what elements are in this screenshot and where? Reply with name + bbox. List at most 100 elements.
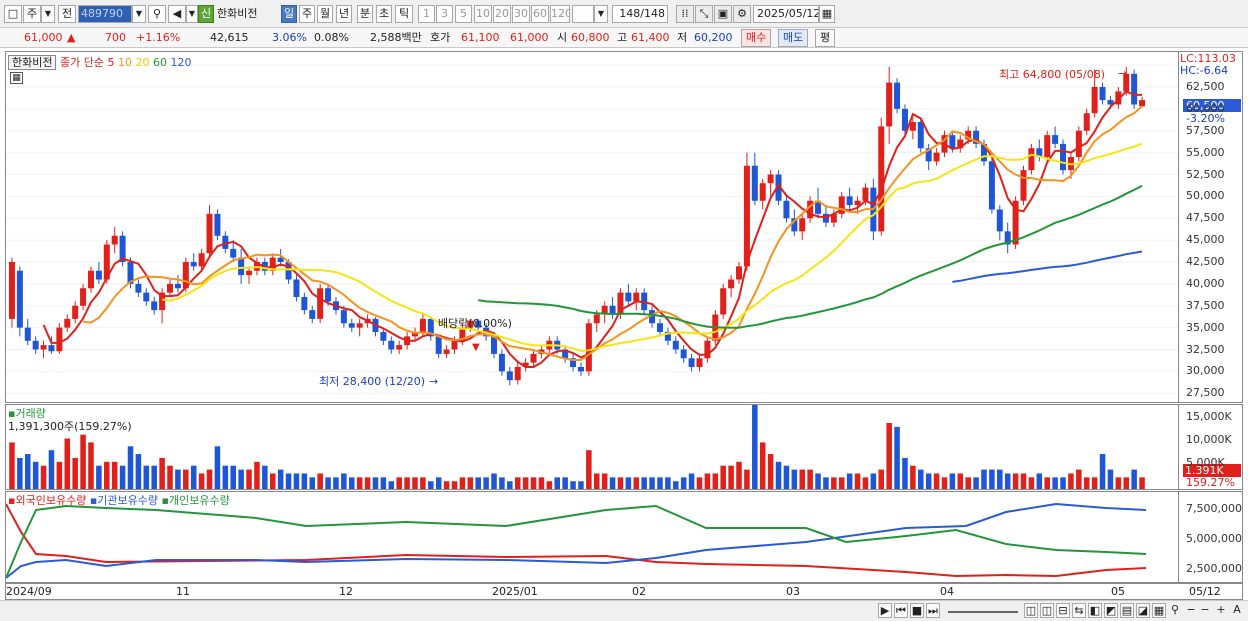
price-chart[interactable]: → → ▼ (6, 52, 1178, 402)
tab-period-minute[interactable]: 분 (357, 5, 373, 23)
volume-chart[interactable] (6, 405, 1178, 489)
scroll-end-icon[interactable]: ⏭ (926, 603, 940, 618)
volume-bar (198, 473, 205, 489)
candle-body (16, 270, 23, 328)
lc-value: LC:113.03 (1180, 52, 1237, 65)
mode-select[interactable]: 전 (58, 5, 76, 23)
price: 61,000 (24, 31, 63, 44)
sell-button[interactable]: 매도 (778, 29, 809, 47)
trade-amount: 2,588백만 (370, 31, 422, 44)
layout-icon-6[interactable]: ◩ (1104, 603, 1118, 618)
volume-bar (783, 465, 790, 489)
candle-body (680, 349, 687, 359)
date-label-nov: 11 (176, 585, 190, 598)
candle-body (491, 336, 498, 354)
stock-code-input[interactable]: 489790 (78, 5, 132, 23)
change-pct: +1.16% (136, 31, 181, 44)
interval-3[interactable]: 3 (436, 5, 453, 23)
scroll-right-icon[interactable]: ▶ (878, 603, 892, 618)
layout-icon-3[interactable]: ⊟ (1056, 603, 1070, 618)
tab-period-day[interactable]: 일 (281, 5, 297, 23)
interval-30[interactable]: 30 (512, 5, 530, 23)
volume-bar (325, 477, 331, 489)
crosshair-icon[interactable]: ⤡ (695, 5, 713, 23)
layout-icon-4[interactable]: ⇆ (1072, 603, 1086, 618)
credit-badge: 신 (198, 5, 214, 23)
candle-body (1036, 148, 1043, 157)
high-price: 61,400 (631, 31, 670, 44)
magnify-icon[interactable]: ⚲ (1170, 603, 1180, 616)
text-tool-icon[interactable]: A (1233, 603, 1241, 616)
zoom-minus-icon[interactable]: − (1200, 603, 1210, 616)
interval-60[interactable]: 60 (531, 5, 549, 23)
table-icon[interactable]: ▦ (10, 72, 23, 84)
price-axis-label: 40,000 (1186, 276, 1225, 290)
search-icon[interactable]: ⚲ (148, 5, 166, 23)
market-dropdown-icon[interactable]: ▼ (41, 5, 55, 23)
zoom-slider[interactable] (948, 603, 1018, 613)
candle-body (996, 209, 1003, 232)
volume-bar (451, 481, 458, 489)
zoom-out-icon[interactable]: − (1186, 603, 1196, 616)
sound-icon[interactable]: ◀ (168, 5, 186, 23)
candle-body (664, 332, 671, 341)
scroll-start-icon[interactable]: ⏮ (894, 603, 908, 618)
holdings-chart[interactable] (6, 492, 1178, 582)
zoom-in-icon[interactable]: + (1216, 603, 1226, 616)
volume-axis[interactable]: 1.391K 159.27% 15,000K 10,000K 5,000K (1179, 404, 1243, 490)
bottom-toolbar: ▶ ⏮ ■ ⏭ ◫ ◫ ⊟ ⇆ ◧ ◩ ▤ ◪ ▦ ⚲ − − + A (0, 600, 1248, 621)
candle-body (1012, 200, 1019, 245)
layout-icon-8[interactable]: ◪ (1136, 603, 1150, 618)
date-input[interactable]: 2025/05/12 (753, 5, 819, 23)
save-icon[interactable]: ▣ (714, 5, 732, 23)
interval-120[interactable]: 120 (550, 5, 570, 23)
buy-button[interactable]: 매수 (741, 29, 772, 47)
tab-period-tick[interactable]: 틱 (395, 5, 413, 23)
market-select[interactable]: 주 (23, 5, 41, 23)
price-axis[interactable]: LC:113.03 HC:-6.64 60,500 -3.20% 62,500 6… (1179, 51, 1243, 403)
interval-10[interactable]: 10 (474, 5, 492, 23)
price-axis-label: 62,500 (1186, 80, 1225, 93)
screen-icon[interactable]: □ (4, 5, 22, 23)
tab-period-year[interactable]: 년 (336, 5, 352, 23)
volume-bar (538, 477, 545, 489)
holdings-axis[interactable]: 7,500,000 5,000,000 2,500,000 (1179, 491, 1243, 583)
tab-period-week[interactable]: 주 (299, 5, 315, 23)
sound-dropdown-icon[interactable]: ▼ (186, 5, 198, 23)
candle-body (1075, 130, 1082, 157)
gear-icon[interactable]: ⚙ (733, 5, 751, 23)
volume-bar (111, 461, 118, 489)
layout-icon-1[interactable]: ◫ (1024, 603, 1038, 618)
interval-20[interactable]: 20 (493, 5, 511, 23)
interval-custom-input[interactable] (572, 5, 594, 23)
dividend-marker-icon: ▼ (472, 342, 480, 353)
date-label-jan: 2025/01 (492, 585, 538, 598)
layout-icon-2[interactable]: ◫ (1040, 603, 1054, 618)
candle-body (846, 196, 853, 206)
layout-icon-9[interactable]: ▦ (1152, 603, 1166, 618)
interval-5[interactable]: 5 (455, 5, 472, 23)
count-input[interactable]: 148/148 (612, 5, 668, 23)
candle-body (688, 358, 695, 367)
calendar-icon[interactable]: ▦ (819, 5, 835, 23)
volume-bar (230, 465, 236, 489)
holdings-axis-label: 2,500,000 (1186, 562, 1242, 575)
grid-icon[interactable]: ⁞⁞ (676, 5, 694, 23)
candle-body (649, 310, 656, 324)
scroll-stop-icon[interactable]: ■ (910, 603, 924, 618)
tab-period-month[interactable]: 월 (317, 5, 333, 23)
volume-bar (285, 473, 292, 489)
layout-icon-7[interactable]: ▤ (1120, 603, 1134, 618)
interval-dropdown-icon[interactable]: ▼ (594, 5, 608, 23)
code-dropdown-icon[interactable]: ▼ (132, 5, 146, 23)
candle-body (838, 196, 845, 214)
layout-icon-5[interactable]: ◧ (1088, 603, 1102, 618)
volume-title: ▪거래량 (8, 407, 46, 420)
volume-bar (949, 473, 956, 489)
turnover: 0.08% (314, 31, 349, 44)
candle-body (340, 310, 347, 324)
volume-bar (712, 473, 719, 489)
tab-period-second[interactable]: 초 (376, 5, 392, 23)
average-button[interactable]: 평 (815, 29, 836, 47)
interval-1[interactable]: 1 (418, 5, 435, 23)
